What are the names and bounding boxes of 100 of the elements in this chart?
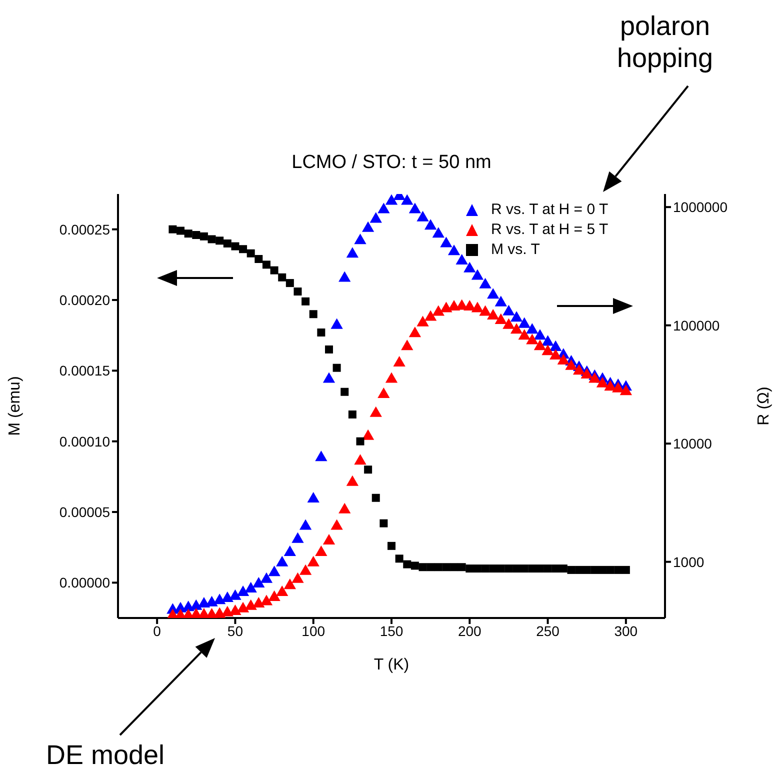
y-axis-title: M (emu): [6, 376, 24, 436]
point: [317, 328, 326, 337]
point: [332, 364, 341, 372]
point: [393, 356, 406, 367]
legend-label: R vs. T at H = 5 T: [491, 220, 608, 240]
point: [324, 345, 333, 354]
point: [221, 591, 234, 602]
point: [552, 564, 560, 573]
point: [315, 545, 328, 556]
point: [536, 564, 544, 573]
point: [260, 594, 273, 606]
chart-title: LCMO / STO: t = 50 nm: [290, 152, 492, 174]
y2-tick-label: 10000: [673, 436, 712, 452]
point: [622, 566, 630, 574]
point: [192, 230, 200, 239]
point: [268, 566, 280, 576]
point: [534, 329, 546, 340]
point: [309, 310, 318, 318]
point: [223, 239, 232, 248]
point: [236, 602, 250, 612]
point: [544, 564, 552, 573]
point: [231, 242, 240, 250]
point: [307, 492, 320, 502]
point: [494, 313, 507, 324]
point: [534, 340, 546, 350]
point: [464, 262, 476, 272]
point: [370, 406, 382, 417]
y-tick-label: 0.00010: [59, 433, 110, 450]
point: [526, 334, 538, 344]
point: [362, 429, 374, 440]
point: [496, 564, 505, 573]
point: [612, 382, 624, 392]
point: [260, 572, 273, 583]
point: [565, 359, 578, 370]
point: [606, 566, 614, 574]
point: [270, 266, 278, 274]
point: [268, 590, 280, 601]
point: [364, 466, 372, 474]
point: [510, 311, 523, 322]
point: [330, 318, 343, 329]
point: [372, 494, 380, 502]
point: [322, 372, 336, 383]
point: [479, 278, 492, 288]
point: [518, 317, 530, 328]
point: [214, 594, 226, 604]
point: [380, 519, 388, 528]
point: [208, 235, 216, 244]
point: [502, 304, 515, 316]
point: [494, 296, 507, 306]
point: [458, 563, 466, 572]
point: [580, 368, 593, 379]
point: [487, 288, 500, 299]
y2-tick-label: 1000: [673, 554, 704, 570]
point: [354, 234, 366, 244]
point: [244, 599, 257, 610]
y-tick-label: 0.00000: [59, 574, 110, 591]
point: [567, 566, 576, 574]
y2-axis-title: R (Ω): [756, 386, 773, 426]
text: polaron hopping: [616, 10, 714, 74]
point: [489, 564, 498, 573]
point: [276, 586, 288, 596]
point: [362, 221, 374, 232]
point: [338, 271, 351, 282]
point: [440, 302, 452, 312]
point: [510, 323, 523, 334]
point: [385, 194, 398, 205]
point: [448, 244, 460, 256]
point: [252, 576, 265, 588]
point: [572, 364, 586, 375]
point: [434, 563, 442, 572]
point: [416, 316, 429, 326]
point: [424, 219, 437, 230]
point: [184, 230, 192, 238]
point: [502, 318, 515, 329]
point: [575, 566, 584, 574]
point: [604, 380, 616, 391]
point: [471, 302, 484, 312]
point: [302, 297, 310, 306]
point: [299, 564, 312, 575]
point: [252, 596, 265, 608]
point: [168, 225, 177, 234]
point: [236, 586, 250, 596]
point: [432, 305, 444, 316]
point: [395, 554, 404, 563]
point: [254, 255, 263, 264]
point: [378, 202, 390, 214]
point: [292, 532, 304, 543]
point: [176, 226, 185, 235]
point: [520, 564, 528, 573]
point: [348, 410, 356, 418]
point: [262, 260, 270, 269]
point: [385, 372, 398, 383]
point: [246, 249, 255, 258]
point: [442, 563, 450, 572]
point: [596, 376, 609, 388]
point: [473, 564, 482, 573]
point: [557, 354, 570, 364]
point: [338, 502, 351, 514]
point: [229, 589, 242, 600]
point: [450, 563, 458, 572]
